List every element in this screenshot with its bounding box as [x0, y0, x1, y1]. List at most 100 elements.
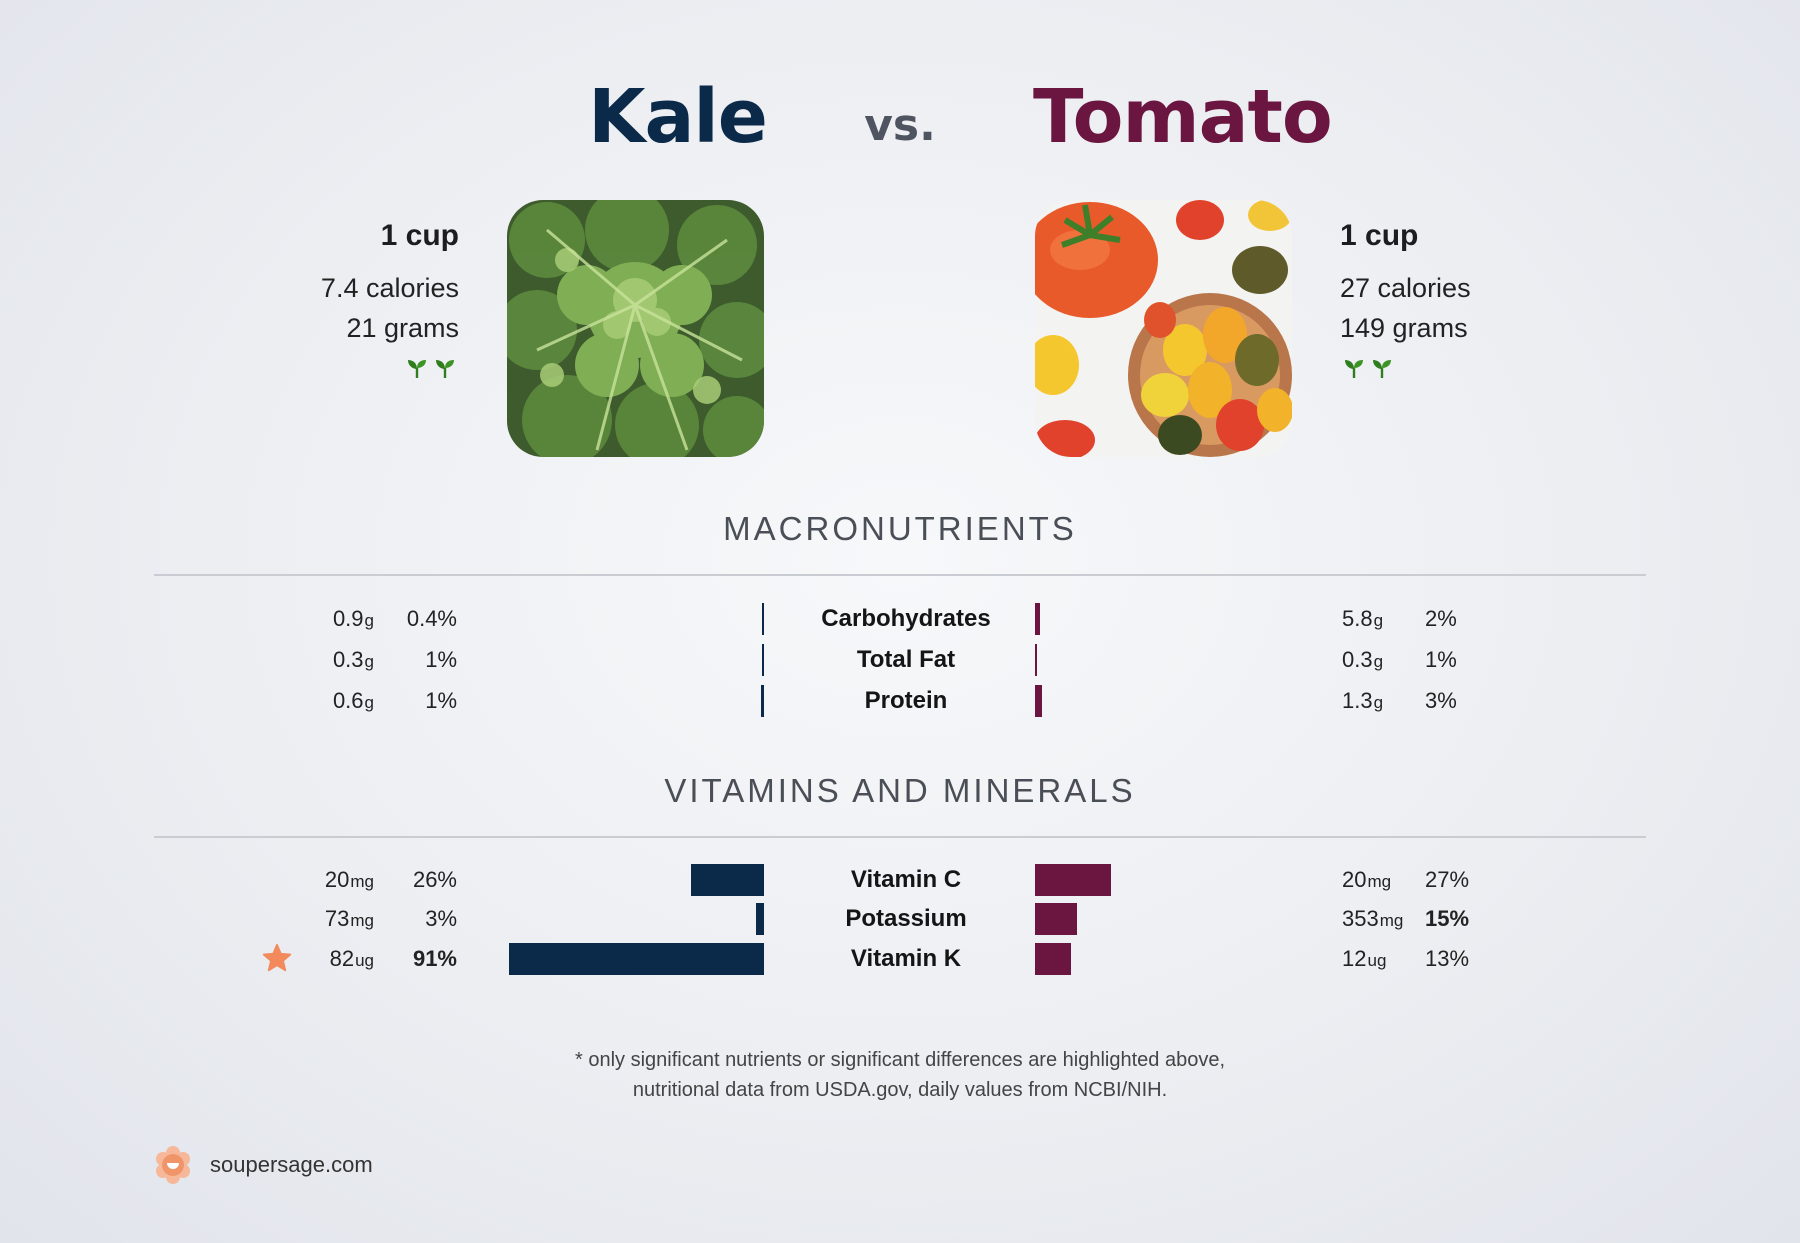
- left-bar: [761, 685, 764, 717]
- nutrient-name: Vitamin C: [850, 866, 962, 893]
- left-food-info: 1 cup 7.4 calories 21 grams: [179, 214, 459, 386]
- right-food-title: Tomato: [1033, 74, 1333, 160]
- vitamins-divider: [154, 836, 1646, 838]
- left-amount: 82ug: [330, 941, 374, 979]
- sprout-icon: [436, 360, 454, 378]
- tomato-photo: [1035, 200, 1292, 457]
- left-food-title: Kale: [588, 74, 768, 160]
- left-vegan-badge: [179, 356, 459, 386]
- nutrient-row: 0.9g 0.4% Carbohydrates 5.8g 2%: [0, 601, 1800, 637]
- right-percent: 3%: [1425, 688, 1457, 713]
- right-amount-unit: g: [1373, 652, 1384, 671]
- left-amount: 0.9g: [333, 601, 374, 639]
- right-calories: 27 calories: [1340, 273, 1471, 303]
- right-grams: 149 grams: [1340, 313, 1468, 343]
- right-amount-value: 20: [1342, 867, 1367, 892]
- right-amount-value: 5.8: [1342, 606, 1373, 631]
- right-amount: 5.8g: [1342, 601, 1383, 639]
- left-amount-unit: mg: [350, 872, 374, 891]
- right-bar: [1035, 603, 1041, 635]
- right-amount: 12ug: [1342, 941, 1386, 979]
- right-amount-unit: g: [1373, 611, 1384, 630]
- right-amount-unit: g: [1373, 693, 1384, 712]
- right-amount: 20mg: [1342, 862, 1391, 900]
- right-food-info: 1 cup 27 calories 149 grams: [1340, 214, 1620, 386]
- left-amount-value: 0.6: [332, 688, 364, 713]
- left-amount-value: 73: [324, 906, 350, 931]
- right-percent: 15%: [1425, 906, 1470, 931]
- nutrient-name: Protein: [864, 687, 948, 714]
- left-percent: 3%: [425, 906, 457, 931]
- right-bar: [1035, 864, 1111, 896]
- sprout-icon: [408, 360, 426, 378]
- soupersage-logo-icon: [156, 1146, 190, 1184]
- right-bar: [1035, 943, 1072, 975]
- left-amount-unit: mg: [350, 911, 374, 930]
- nutrient-name: Potassium: [845, 905, 967, 932]
- nutrient-name: Vitamin K: [850, 945, 962, 972]
- left-amount: 73mg: [325, 901, 374, 939]
- left-percent: 26%: [412, 867, 457, 892]
- nutrient-row: 20mg 26% Vitamin C 20mg 27%: [0, 862, 1800, 898]
- left-amount-value: 0.9: [332, 606, 364, 631]
- brand[interactable]: soupersage.com: [154, 1145, 373, 1185]
- right-bar: [1035, 903, 1077, 935]
- right-amount-unit: ug: [1367, 951, 1387, 970]
- right-amount-unit: mg: [1379, 911, 1404, 930]
- right-bar: [1035, 644, 1037, 676]
- right-percent: 2%: [1425, 606, 1457, 631]
- nutrient-row: 82ug 91% Vitamin K 12ug 13%: [0, 941, 1800, 977]
- right-amount-unit: mg: [1367, 872, 1392, 891]
- left-calories: 7.4 calories: [320, 273, 459, 303]
- left-bar: [762, 644, 764, 676]
- left-amount: 0.6g: [333, 683, 374, 721]
- star-icon: [262, 943, 292, 972]
- sprout-icon: [1373, 360, 1391, 378]
- right-amount: 353mg: [1342, 901, 1403, 939]
- footnote: * only significant nutrients or signific…: [0, 1045, 1800, 1105]
- right-amount-value: 0.3: [1342, 647, 1373, 672]
- nutrient-row: 0.6g 1% Protein 1.3g 3%: [0, 683, 1800, 719]
- left-amount-value: 20: [324, 867, 350, 892]
- left-amount-unit: ug: [355, 951, 374, 970]
- right-amount: 1.3g: [1342, 683, 1383, 721]
- left-bar: [509, 943, 764, 975]
- right-amount: 0.3g: [1342, 642, 1383, 680]
- vitamins-title: VITAMINS AND MINERALS: [664, 772, 1136, 809]
- left-percent: 1%: [425, 647, 457, 672]
- left-amount-unit: g: [364, 652, 374, 671]
- right-percent: 1%: [1425, 647, 1457, 672]
- right-bar: [1035, 685, 1042, 717]
- left-bar: [762, 603, 764, 635]
- left-percent: 0.4%: [406, 606, 457, 631]
- right-vegan-badge: [1340, 356, 1620, 386]
- left-percent: 91%: [412, 946, 457, 971]
- left-amount-value: 82: [329, 946, 355, 971]
- right-percent: 13%: [1425, 946, 1470, 971]
- kale-photo: [507, 200, 764, 457]
- right-amount-value: 12: [1342, 946, 1367, 971]
- left-amount: 0.3g: [333, 642, 374, 680]
- nutrient-name: Carbohydrates: [821, 605, 991, 632]
- nutrient-row: 73mg 3% Potassium 353mg 15%: [0, 901, 1800, 937]
- left-amount-unit: g: [364, 611, 374, 630]
- left-amount: 20mg: [325, 862, 374, 900]
- footnote-line-1: * only significant nutrients or signific…: [574, 1049, 1226, 1071]
- right-amount-value: 1.3: [1342, 688, 1373, 713]
- macronutrients-title: MACRONUTRIENTS: [723, 510, 1077, 547]
- left-bar: [755, 903, 764, 935]
- left-percent: 1%: [425, 688, 457, 713]
- left-amount-value: 0.3: [332, 647, 364, 672]
- sprout-icon: [1345, 360, 1363, 378]
- left-serving: 1 cup: [380, 219, 459, 252]
- right-percent: 27%: [1425, 867, 1470, 892]
- left-bar: [691, 864, 764, 896]
- macronutrients-divider: [154, 574, 1646, 576]
- left-grams: 21 grams: [346, 313, 459, 343]
- right-amount-value: 353: [1342, 906, 1379, 931]
- versus-label: vs.: [864, 100, 936, 151]
- nutrient-name: Total Fat: [856, 646, 956, 673]
- right-serving: 1 cup: [1340, 219, 1419, 252]
- brand-link[interactable]: soupersage.com: [210, 1152, 373, 1177]
- footnote-line-2: nutritional data from USDA.gov, daily va…: [632, 1079, 1168, 1101]
